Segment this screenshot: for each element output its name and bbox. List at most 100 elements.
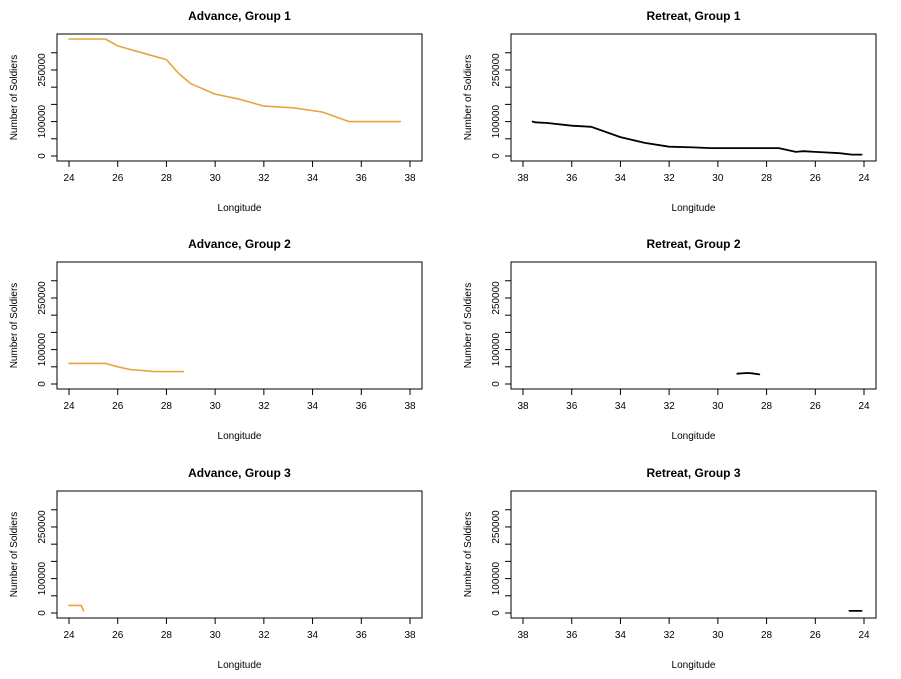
x-tick-label: 30 [210, 173, 222, 184]
x-tick-label: 36 [356, 401, 368, 412]
x-tick-label: 34 [307, 630, 319, 641]
x-tick-label: 24 [858, 401, 870, 412]
panel-title: Advance, Group 3 [188, 466, 291, 480]
x-axis-label: Longitude [218, 660, 262, 671]
y-tick-label: 0 [37, 610, 48, 616]
y-tick-label: 0 [37, 381, 48, 387]
x-tick-label: 36 [566, 401, 578, 412]
y-axis-label: Number of Soldiers [9, 283, 20, 369]
x-tick-label: 24 [63, 401, 75, 412]
x-tick-label: 34 [615, 630, 627, 641]
panel-title: Advance, Group 2 [188, 237, 291, 251]
x-tick-label: 26 [810, 630, 822, 641]
x-axis-label: Longitude [218, 431, 262, 442]
y-tick-label: 250000 [491, 281, 502, 315]
plot-frame [56, 33, 423, 162]
plot-frame [56, 261, 423, 390]
plot-frame [510, 33, 877, 162]
x-tick-label: 28 [761, 630, 773, 641]
x-tick-label: 28 [161, 630, 173, 641]
x-tick-label: 34 [615, 401, 627, 412]
x-tick-label: 38 [404, 630, 416, 641]
panel-6: Retreat, Group 3 38 36 34 32 30 28 26 24 0 100000 2… [463, 466, 877, 671]
panel-title: Retreat, Group 1 [646, 9, 740, 23]
x-tick-label: 36 [356, 173, 368, 184]
x-tick-label: 30 [712, 401, 724, 412]
x-tick-label: 32 [664, 173, 676, 184]
x-axis-label: Longitude [218, 203, 262, 214]
series-line-1 [736, 372, 761, 376]
x-tick-label: 30 [210, 630, 222, 641]
x-axis-label: Longitude [672, 203, 716, 214]
x-tick-label: 32 [258, 630, 270, 641]
series-line-1 [68, 38, 402, 123]
x-tick-label: 34 [307, 401, 319, 412]
series-line-1 [68, 604, 85, 612]
y-tick-label: 100000 [37, 332, 48, 366]
x-axis-label: Longitude [672, 431, 716, 442]
x-tick-label: 24 [858, 630, 870, 641]
x-tick-label: 26 [112, 401, 124, 412]
x-tick-label: 28 [161, 401, 173, 412]
series-line-1 [68, 362, 185, 373]
x-tick-label: 28 [761, 401, 773, 412]
y-axis-label: Number of Soldiers [463, 55, 474, 141]
y-tick-label: 250000 [37, 510, 48, 544]
x-tick-label: 28 [761, 173, 773, 184]
y-tick-label: 0 [37, 153, 48, 159]
y-tick-label: 0 [491, 381, 502, 387]
plot-frame [510, 490, 877, 619]
panel-4: Retreat, Group 2 38 36 34 32 30 28 26 24 0 100000 2… [463, 237, 877, 442]
panel-3: Advance, Group 2 24 26 28 30 32 34 36 38 0 100000 2… [9, 237, 423, 442]
plot-frame [510, 261, 877, 390]
y-tick-label: 100000 [491, 104, 502, 138]
x-tick-label: 26 [112, 173, 124, 184]
panel-2: Retreat, Group 1 38 36 34 32 30 28 26 24 0 100000 2… [463, 9, 877, 214]
y-axis-label: Number of Soldiers [9, 55, 20, 141]
x-tick-label: 38 [404, 173, 416, 184]
x-tick-label: 38 [404, 401, 416, 412]
x-tick-label: 34 [307, 173, 319, 184]
x-axis-label: Longitude [672, 660, 716, 671]
x-tick-label: 26 [810, 401, 822, 412]
x-tick-label: 32 [664, 401, 676, 412]
x-tick-label: 32 [664, 630, 676, 641]
y-tick-label: 100000 [491, 561, 502, 595]
y-tick-label: 250000 [491, 53, 502, 87]
panel-5: Advance, Group 3 24 26 28 30 32 34 36 38 0 100000 2… [9, 466, 423, 671]
x-tick-label: 28 [161, 173, 173, 184]
y-axis-label: Number of Soldiers [9, 512, 20, 598]
y-tick-label: 250000 [37, 53, 48, 87]
x-tick-label: 26 [112, 630, 124, 641]
x-tick-label: 36 [356, 630, 368, 641]
x-tick-label: 24 [858, 173, 870, 184]
y-tick-label: 250000 [37, 281, 48, 315]
y-tick-label: 100000 [491, 332, 502, 366]
x-tick-label: 36 [566, 173, 578, 184]
x-tick-label: 34 [615, 173, 627, 184]
x-tick-label: 32 [258, 173, 270, 184]
x-tick-label: 30 [712, 630, 724, 641]
x-tick-label: 38 [517, 173, 529, 184]
series-line-1 [531, 120, 863, 156]
x-tick-label: 30 [712, 173, 724, 184]
panel-1: Advance, Group 1 24 26 28 30 32 34 36 38 0 100000 2… [9, 9, 423, 214]
y-axis-label: Number of Soldiers [463, 283, 474, 369]
y-axis-label: Number of Soldiers [463, 512, 474, 598]
panel-title: Advance, Group 1 [188, 9, 291, 23]
plot-frame [56, 490, 423, 619]
x-tick-label: 38 [517, 630, 529, 641]
x-tick-label: 30 [210, 401, 222, 412]
panel-title: Retreat, Group 2 [646, 237, 740, 251]
x-tick-label: 26 [810, 173, 822, 184]
x-tick-label: 32 [258, 401, 270, 412]
y-tick-label: 0 [491, 153, 502, 159]
x-tick-label: 38 [517, 401, 529, 412]
x-tick-label: 24 [63, 630, 75, 641]
y-tick-label: 250000 [491, 510, 502, 544]
panel-title: Retreat, Group 3 [646, 466, 740, 480]
y-tick-label: 0 [491, 610, 502, 616]
y-tick-label: 100000 [37, 561, 48, 595]
x-tick-label: 24 [63, 173, 75, 184]
